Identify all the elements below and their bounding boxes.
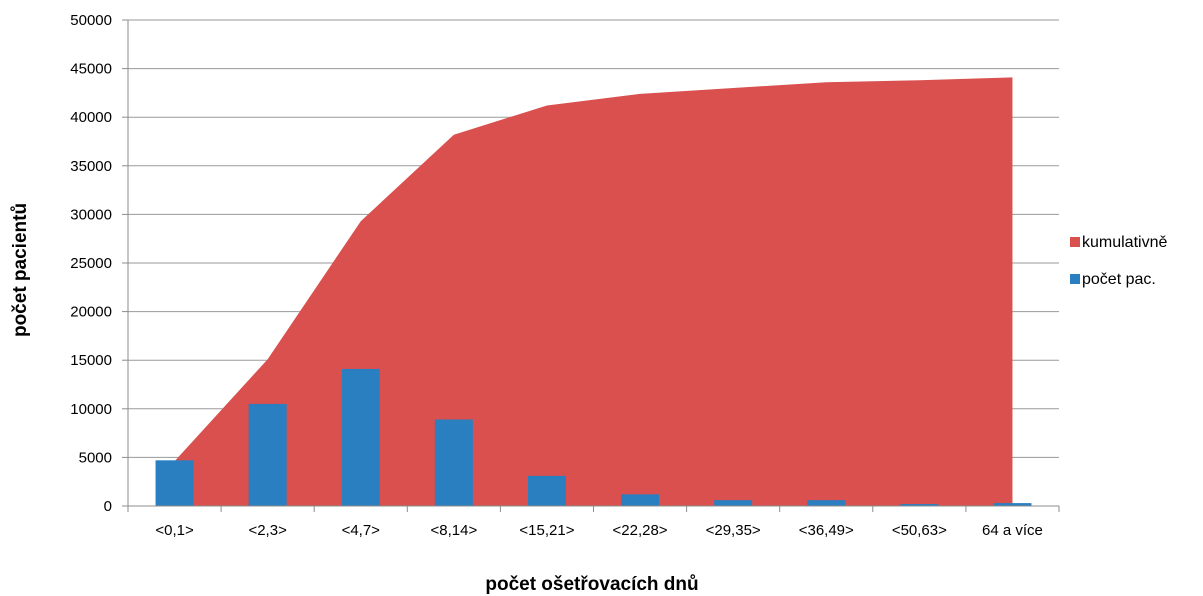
y-tick-label: 40000	[70, 109, 112, 126]
bar-6	[621, 494, 660, 506]
axes	[122, 19, 1060, 512]
bar-2	[248, 403, 287, 506]
bar-4	[434, 419, 473, 506]
y-tick-label: 50000	[70, 12, 112, 29]
bar-10	[993, 503, 1032, 506]
legend-swatch-cumulative	[1070, 237, 1080, 247]
x-tick-label: <8,14>	[430, 522, 477, 539]
legend-label-cumulative: kumulativně	[1082, 234, 1167, 251]
y-tick-label: 0	[104, 498, 112, 515]
y-tick-label: 15000	[70, 352, 112, 369]
x-tick-label: <22,28>	[613, 522, 668, 539]
cumulative-area	[174, 77, 1013, 507]
x-tick-labels: <0,1> <2,3> <4,7> <8,14> <15,21> <22,28> <29,3…	[155, 522, 1043, 539]
bar-1	[155, 460, 194, 506]
y-tick-label: 25000	[70, 255, 112, 272]
x-tick-label: <29,35>	[706, 522, 761, 539]
x-tick-label: <36,49>	[799, 522, 854, 539]
bar-9	[900, 504, 939, 506]
x-tick-label: 64 a více	[982, 522, 1043, 539]
y-tick-label: 45000	[70, 61, 112, 78]
legend-swatch-count	[1070, 274, 1080, 284]
x-tick-label: <0,1>	[155, 522, 194, 539]
y-tick-label: 5000	[79, 449, 112, 466]
x-tick-label: <4,7>	[342, 522, 381, 539]
legend: kumulativně počet pac.	[1070, 234, 1167, 288]
cumulative-area-series	[174, 77, 1013, 507]
y-tick-label: 35000	[70, 158, 112, 175]
x-axis-title: počet ošetřovacích dnů	[485, 574, 698, 595]
x-tick-label: <2,3>	[248, 522, 287, 539]
x-tick-label: <15,21>	[519, 522, 574, 539]
x-tick-label: <50,63>	[892, 522, 947, 539]
y-tick-labels: 0 5000 10000 15000 20000 25000 30000 35000 40000…	[70, 12, 112, 515]
count-bar-series	[155, 368, 1032, 506]
y-axis-title: počet pacientů	[10, 203, 31, 337]
bar-3	[341, 368, 380, 506]
y-tick-label: 10000	[70, 401, 112, 418]
bar-8	[807, 500, 846, 506]
legend-label-count: počet pac.	[1082, 271, 1156, 288]
y-tick-label: 30000	[70, 206, 112, 223]
bar-5	[527, 475, 566, 506]
bar-7	[714, 500, 753, 506]
y-tick-label: 20000	[70, 304, 112, 321]
